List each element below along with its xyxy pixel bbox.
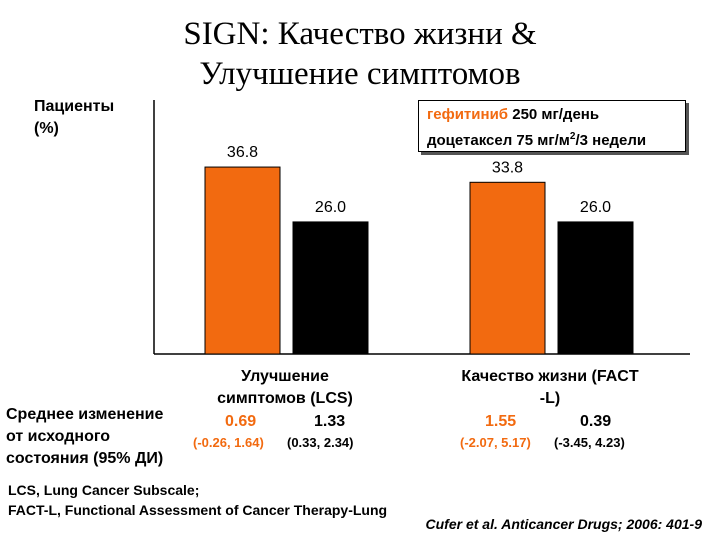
fact-docetaxel-ci: (-3.45, 4.23) [554,435,625,450]
value-label-gefitinib-fact: 33.8 [492,159,523,176]
legend-item-gefitinib: гефитиниб 250 мг/день [427,104,685,126]
lcs-docetaxel-ci: (0.33, 2.34) [287,435,354,450]
legend-docetaxel-text: доцетаксел 75 мг/м [427,132,570,149]
category-label-lcs: Улучшение симптомов (LCS) [180,366,390,410]
bar-gefitinib-fact [469,181,546,355]
fact-docetaxel-mean: 0.39 [580,413,612,430]
value-label-docetaxel-lcs: 26.0 [315,199,346,216]
y-label-line-1: Пациенты [34,98,115,115]
mean-change-line-2: от исходного [6,428,111,445]
value-label-docetaxel-fact: 26.0 [580,199,611,216]
legend-gefitinib-name: гефитиниб [427,106,509,123]
bar-docetaxel-lcs [292,221,369,355]
y-label-line-2: (%) [34,120,59,137]
mean-change-line-3: состояния (95% ДИ) [6,450,164,467]
mean-change-label: Среднее изменение от исходного состояния… [6,404,163,470]
title-line-2: Улучшение симптомов [199,56,521,92]
footer-note: LCS, Lung Cancer Subscale; FACT-L, Funct… [8,480,387,520]
value-label-gefitinib-lcs: 36.8 [227,144,258,161]
category-fact-line-2: -L) [539,390,561,407]
fact-gefitinib-mean: 1.55 [485,413,517,430]
bar-gefitinib-lcs [204,166,281,355]
chart-title: SIGN: Качество жизни & Улучшение симптом… [140,14,580,94]
category-lcs-line-2: симптомов (LCS) [217,390,353,407]
category-lcs-line-1: Улучшение [241,368,329,385]
legend: гефитиниб 250 мг/день доцетаксел 75 мг/м… [418,100,686,152]
legend-docetaxel-sup: 2 [569,131,576,142]
footer-line-2: FACT-L, Functional Assessment of Cancer … [8,502,388,518]
footer-line-1: LCS, Lung Cancer Subscale; [8,482,200,498]
legend-item-docetaxel: доцетаксел 75 мг/м2/3 недели [427,126,685,152]
lcs-gefitinib-mean: 0.69 [225,413,257,430]
legend-gefitinib-dose: 250 мг/день [508,106,600,123]
y-axis-label: Пациенты (%) [34,96,114,140]
fact-gefitinib-ci: (-2.07, 5.17) [460,435,531,450]
title-line-1: SIGN: Качество жизни & [183,16,537,52]
category-fact-line-1: Качество жизни (FACT [461,368,639,385]
lcs-gefitinib-ci: (-0.26, 1.64) [193,435,264,450]
mean-change-line-1: Среднее изменение [6,406,164,423]
category-label-fact: Качество жизни (FACT -L) [430,366,670,410]
citation: Cufer et al. Anticancer Drugs; 2006: 401… [425,516,702,532]
legend-docetaxel-tail: /3 недели [575,132,647,149]
bar-docetaxel-fact [557,221,634,355]
lcs-docetaxel-mean: 1.33 [314,413,346,430]
